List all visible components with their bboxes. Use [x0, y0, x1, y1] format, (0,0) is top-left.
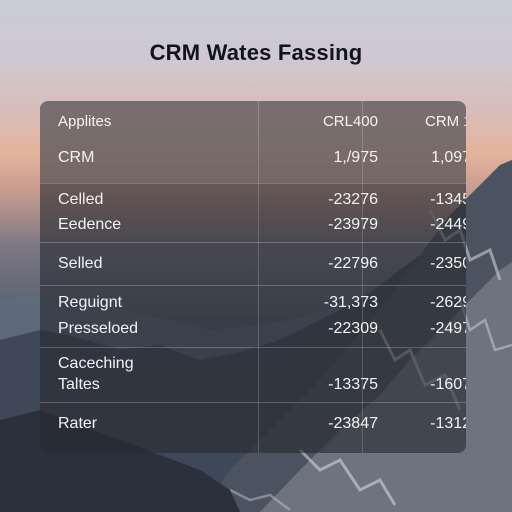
row-label: Selled	[58, 255, 103, 272]
column-divider	[362, 101, 363, 453]
row-label: Taltes	[58, 376, 100, 393]
row-label: Celled	[58, 191, 104, 208]
row-divider	[40, 285, 466, 286]
row-value: -23979	[328, 216, 378, 233]
row-label: Eedence	[58, 216, 122, 233]
row-label: Presseloed	[58, 320, 139, 337]
row-value: -23506	[430, 255, 466, 272]
row-value: 1,/975	[333, 149, 378, 166]
row-label: Caceching	[58, 355, 134, 372]
column-header-crm10: CRM 10	[424, 113, 466, 130]
row-value: -13375	[328, 376, 378, 393]
row-divider	[40, 183, 466, 184]
row-value: -23847	[328, 415, 378, 432]
row-label: CRM	[58, 149, 95, 166]
row-label: Rater	[58, 415, 98, 432]
row-value: -26293	[430, 294, 466, 311]
row-value: 1,0974	[431, 149, 466, 166]
row-value: -24976	[430, 320, 466, 337]
row-divider	[40, 242, 466, 243]
row-divider	[40, 402, 466, 403]
row-value: -23276	[328, 191, 378, 208]
row-value: -24495	[430, 216, 466, 233]
row-value: -22309	[328, 320, 378, 337]
row-value: -16075	[430, 376, 466, 393]
column-header-label: Applites	[58, 113, 112, 130]
row-value: -13455	[430, 191, 466, 208]
data-table: Applites CRL400 CRM 10 CRM 1,/975 1,0974…	[40, 101, 466, 453]
row-label: Reguignt	[58, 294, 123, 311]
row-value: -31,373	[323, 294, 378, 311]
column-divider	[258, 101, 259, 453]
row-divider	[40, 347, 466, 348]
row-value: -22796	[328, 255, 378, 272]
column-header-crl400: CRL400	[322, 113, 378, 130]
page-title: CRM Wates Fassing	[149, 40, 363, 65]
table-header-row: Applites CRL400 CRM 10 CRM 1,/975 1,0974	[40, 101, 466, 183]
row-value: -13121	[430, 415, 466, 432]
